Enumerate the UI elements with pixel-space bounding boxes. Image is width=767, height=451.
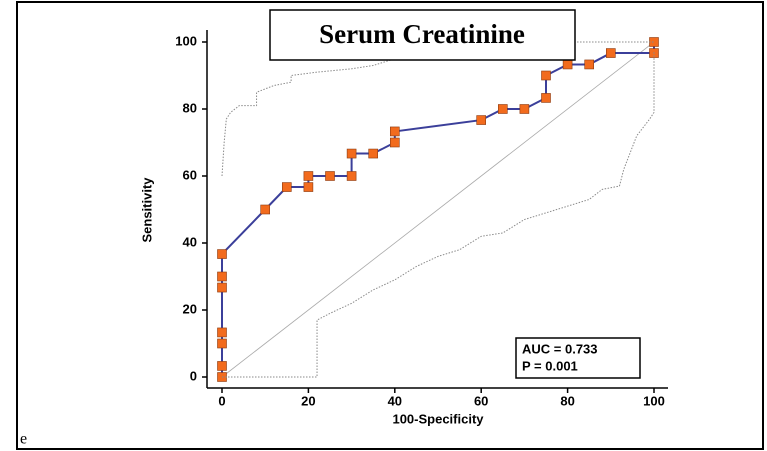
x-tick-label: 0 — [218, 393, 225, 408]
panel-label: e — [20, 431, 27, 448]
x-tick-label: 100 — [643, 393, 665, 408]
point-marker — [649, 37, 659, 47]
x-axis-label: 100-Specificity — [392, 411, 484, 426]
point-marker — [584, 59, 595, 70]
x-tick-label: 60 — [474, 393, 488, 408]
y-tick-label: 20 — [183, 301, 197, 316]
point-marker — [497, 104, 508, 114]
title-box — [269, 9, 576, 61]
y-tick-label: 100 — [175, 33, 197, 48]
point-marker — [541, 93, 551, 103]
point-marker — [346, 171, 357, 181]
point-marker — [303, 182, 314, 192]
y-tick-label: 80 — [183, 100, 197, 115]
point-marker — [217, 327, 227, 338]
point-marker — [562, 59, 573, 70]
point-marker — [389, 137, 400, 148]
confidence-band — [222, 52, 655, 378]
x-tick-label: 20 — [301, 393, 315, 408]
point-marker — [217, 271, 227, 282]
annotation: AUC = 0.733 — [522, 341, 598, 356]
annotation: P = 0.001 — [522, 358, 578, 373]
plot-area: 0 20 40 60 80 100 0 20 40 60 80 100 — [175, 33, 665, 408]
point-marker — [217, 361, 227, 371]
point-marker — [476, 115, 487, 125]
point-marker — [346, 148, 357, 159]
point-marker — [260, 204, 271, 215]
annotation-box — [515, 337, 641, 379]
reference-line — [221, 41, 655, 378]
point-marker — [217, 249, 227, 259]
point-marker — [519, 104, 530, 114]
point-marker — [303, 171, 314, 181]
y-tick-label: 60 — [183, 167, 197, 182]
y-tick-label: 40 — [183, 234, 197, 249]
point-marker — [325, 171, 335, 181]
y-tick-label: 0 — [190, 368, 197, 383]
point-marker — [605, 48, 616, 58]
point-marker — [389, 126, 400, 137]
x-tick-label: 40 — [388, 393, 402, 408]
x-tick-label: 80 — [560, 393, 574, 408]
point-marker — [368, 148, 379, 159]
point-marker — [217, 282, 227, 293]
point-marker — [541, 70, 551, 81]
y-axis-label: Sensitivity — [139, 177, 154, 243]
outer-frame — [16, 1, 764, 450]
chart-title: Serum Creatinine — [319, 19, 525, 49]
point-marker — [217, 338, 227, 349]
point-marker — [281, 182, 292, 192]
